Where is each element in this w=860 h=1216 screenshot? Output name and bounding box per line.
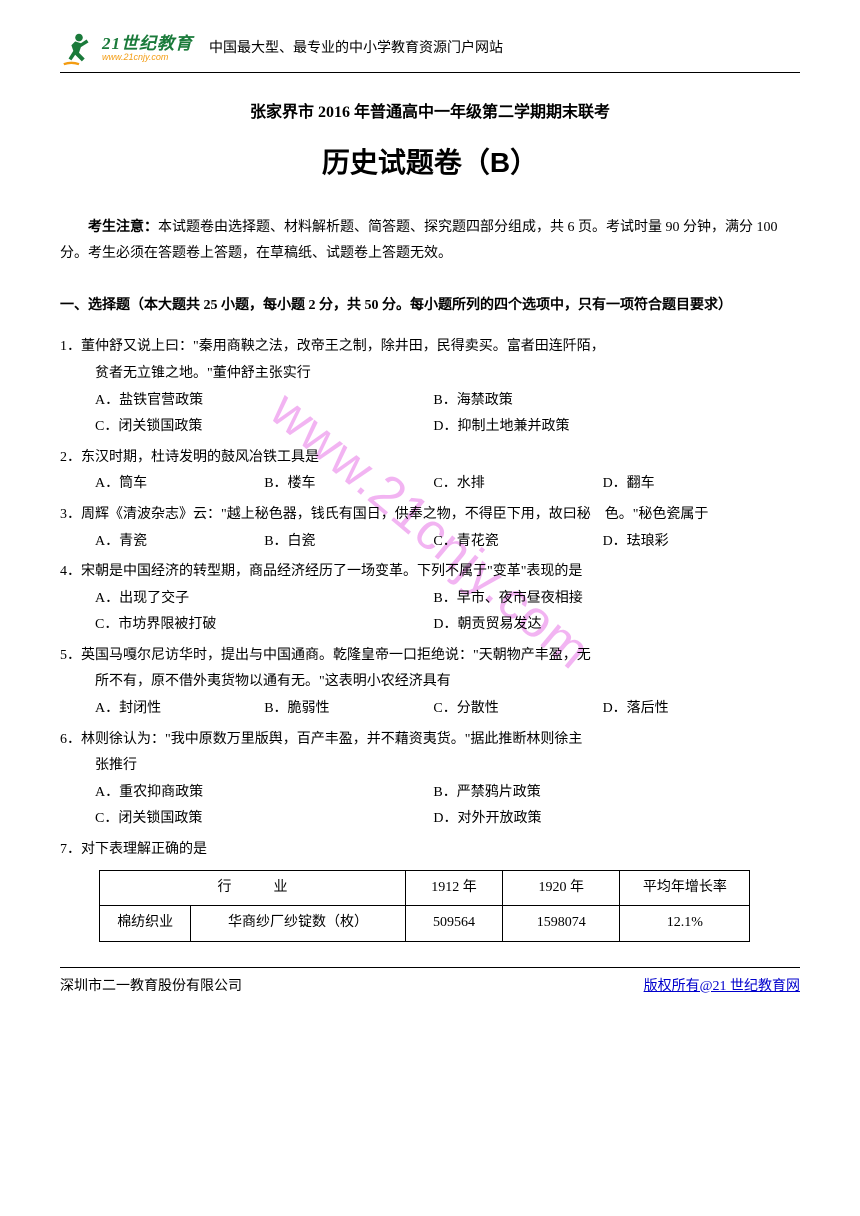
page-header: 21世纪教育 www.21cnjy.com 中国最大型、最专业的中小学教育资源门…: [60, 30, 800, 73]
question: 2．东汉时期，杜诗发明的鼓风冶铁工具是A．筒车B．楼车C．水排D．翻车: [60, 445, 800, 498]
question: 1．董仲舒又说上曰："秦用商鞅之法，改帝王之制，除井田，民得卖买。富者田连阡陌，…: [60, 334, 800, 440]
table-cell: 华商纱厂纱锭数（枚）: [191, 906, 406, 942]
table-header: 1912 年: [405, 870, 503, 906]
options-row: A．重农抑商政策B．严禁鸦片政策: [60, 780, 800, 807]
question-7-table: 行 业 1912 年 1920 年 平均年增长率 棉纺织业 华商纱厂纱锭数（枚）…: [99, 870, 750, 942]
question: 7．对下表理解正确的是: [60, 837, 800, 864]
logo-text-en: www.21cnjy.com: [102, 53, 193, 63]
table-cell: 1598074: [503, 906, 620, 942]
question-stem-cont: 贫者无立锥之地。"董仲舒主张实行: [60, 361, 800, 388]
page-footer: 深圳市二一教育股份有限公司 版权所有@21 世纪教育网: [60, 967, 800, 1001]
exam-subtitle: 张家界市 2016 年普通高中一年级第二学期期末联考: [60, 98, 800, 128]
option[interactable]: D．翻车: [603, 471, 772, 498]
options-row: A．筒车B．楼车C．水排D．翻车: [60, 471, 800, 498]
table-cell: 509564: [405, 906, 503, 942]
option[interactable]: B．早市、夜市昼夜相接: [433, 586, 771, 613]
options-row: A．出现了交子B．早市、夜市昼夜相接: [60, 586, 800, 613]
option[interactable]: A．封闭性: [95, 696, 264, 723]
site-logo: 21世纪教育 www.21cnjy.com: [60, 30, 193, 68]
option[interactable]: A．筒车: [95, 471, 264, 498]
notice-text: 本试题卷由选择题、材料解析题、简答题、探究题四部分组成，共 6 页。考试时量 9…: [60, 220, 778, 262]
option[interactable]: C．青花瓷: [433, 529, 602, 556]
footer-copyright-link[interactable]: 版权所有@21 世纪教育网: [644, 974, 800, 1001]
question-stem: 5．英国马嘎尔尼访华时，提出与中国通商。乾隆皇帝一口拒绝说："天朝物产丰盈，无: [60, 643, 800, 670]
option[interactable]: B．脆弱性: [264, 696, 433, 723]
option[interactable]: B．白瓷: [264, 529, 433, 556]
section-1-header: 一、选择题（本大题共 25 小题，每小题 2 分，共 50 分。每小题所列的四个…: [60, 293, 800, 320]
notice-label: 考生注意：: [88, 220, 158, 235]
options-row: A．盐铁官营政策B．海禁政策: [60, 388, 800, 415]
table-row: 棉纺织业 华商纱厂纱锭数（枚） 509564 1598074 12.1%: [100, 906, 750, 942]
question-stem-cont: 所不有，原不借外夷货物以通有无。"这表明小农经济具有: [60, 669, 800, 696]
footer-company: 深圳市二一教育股份有限公司: [60, 974, 242, 1001]
table-cell: 12.1%: [620, 906, 750, 942]
option[interactable]: C．市坊界限被打破: [95, 612, 433, 639]
option[interactable]: B．海禁政策: [433, 388, 771, 415]
question-stem: 3．周辉《清波杂志》云："越上秘色器，钱氏有国日，供奉之物，不得臣下用，故曰秘 …: [60, 502, 800, 529]
logo-runner-icon: [60, 30, 98, 68]
option[interactable]: A．重农抑商政策: [95, 780, 433, 807]
option[interactable]: A．盐铁官营政策: [95, 388, 433, 415]
question-stem: 1．董仲舒又说上曰："秦用商鞅之法，改帝王之制，除井田，民得卖买。富者田连阡陌，: [60, 334, 800, 361]
option[interactable]: D．朝贡贸易发达: [433, 612, 771, 639]
question-stem: 6．林则徐认为："我中原数万里版舆，百产丰盈，并不藉资夷货。"据此推断林则徐主: [60, 727, 800, 754]
option[interactable]: D．落后性: [603, 696, 772, 723]
question-stem: 4．宋朝是中国经济的转型期，商品经济经历了一场变革。下列不属于"变革"表现的是: [60, 559, 800, 586]
question-stem: 7．对下表理解正确的是: [60, 837, 800, 864]
question: 4．宋朝是中国经济的转型期，商品经济经历了一场变革。下列不属于"变革"表现的是A…: [60, 559, 800, 639]
option[interactable]: C．闭关锁国政策: [95, 414, 433, 441]
table-cell: 棉纺织业: [100, 906, 191, 942]
option[interactable]: C．闭关锁国政策: [95, 806, 433, 833]
option[interactable]: D．珐琅彩: [603, 529, 772, 556]
table-header: 平均年增长率: [620, 870, 750, 906]
exam-title: 历史试题卷（B）: [60, 136, 800, 189]
table-header-row: 行 业 1912 年 1920 年 平均年增长率: [100, 870, 750, 906]
table-header: 行 业: [100, 870, 406, 906]
question-stem: 2．东汉时期，杜诗发明的鼓风冶铁工具是: [60, 445, 800, 472]
logo-text-cn: 21世纪教育: [102, 35, 193, 54]
option[interactable]: C．分散性: [433, 696, 602, 723]
table-header: 1920 年: [503, 870, 620, 906]
exam-notice: 考生注意：本试题卷由选择题、材料解析题、简答题、探究题四部分组成，共 6 页。考…: [60, 215, 800, 268]
option[interactable]: B．楼车: [264, 471, 433, 498]
option[interactable]: D．对外开放政策: [433, 806, 771, 833]
option[interactable]: A．出现了交子: [95, 586, 433, 613]
option[interactable]: C．水排: [433, 471, 602, 498]
options-row: C．闭关锁国政策D．对外开放政策: [60, 806, 800, 833]
options-row: C．市坊界限被打破D．朝贡贸易发达: [60, 612, 800, 639]
question: 6．林则徐认为："我中原数万里版舆，百产丰盈，并不藉资夷货。"据此推断林则徐主张…: [60, 727, 800, 833]
options-row: C．闭关锁国政策D．抑制土地兼并政策: [60, 414, 800, 441]
option[interactable]: D．抑制土地兼并政策: [433, 414, 771, 441]
options-row: A．封闭性B．脆弱性C．分散性D．落后性: [60, 696, 800, 723]
header-tagline: 中国最大型、最专业的中小学教育资源门户网站: [209, 36, 503, 63]
option[interactable]: A．青瓷: [95, 529, 264, 556]
options-row: A．青瓷B．白瓷C．青花瓷D．珐琅彩: [60, 529, 800, 556]
question: 3．周辉《清波杂志》云："越上秘色器，钱氏有国日，供奉之物，不得臣下用，故曰秘 …: [60, 502, 800, 555]
question-stem-cont: 张推行: [60, 753, 800, 780]
question: 5．英国马嘎尔尼访华时，提出与中国通商。乾隆皇帝一口拒绝说："天朝物产丰盈，无所…: [60, 643, 800, 723]
option[interactable]: B．严禁鸦片政策: [433, 780, 771, 807]
